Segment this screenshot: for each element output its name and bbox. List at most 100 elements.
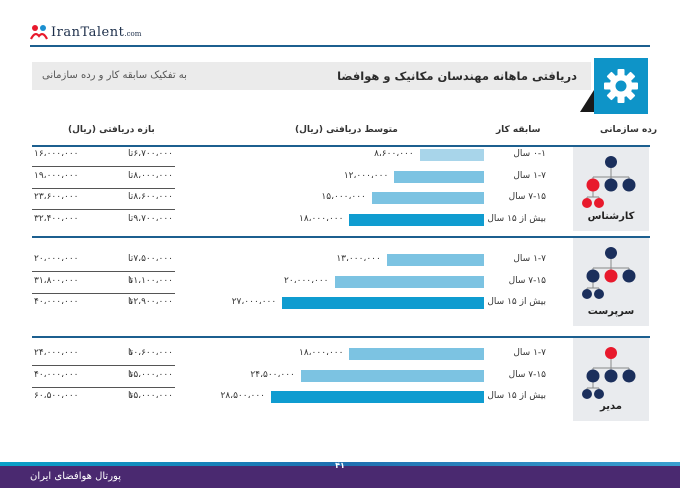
salary-range: ۴۰،۰۰۰،۰۰۰ تا ۱۵،۰۰۰،۰۰۰ bbox=[32, 370, 175, 384]
range-to: تا bbox=[128, 213, 134, 224]
range-max: ۳۱،۸۰۰،۰۰۰ bbox=[34, 275, 79, 286]
experience-label: بیش از ۱۵ سال bbox=[487, 391, 546, 401]
range-min: ۱۰،۶۰۰،۰۰۰ bbox=[128, 348, 173, 358]
range-to: تا bbox=[128, 254, 134, 264]
group-separator bbox=[32, 145, 650, 147]
experience-label: ۱-۷ سال bbox=[513, 170, 546, 181]
footer-stripe bbox=[0, 462, 680, 467]
range-max: ۴۰،۰۰۰،۰۰۰ bbox=[34, 297, 79, 307]
experience-label: ۷-۱۵ سال bbox=[508, 369, 546, 380]
title-bar: دریافتی ماهانه مهندسان مکانیک و هوافضا ب… bbox=[32, 62, 591, 90]
irantalent-logo[interactable]: IranTalent.com bbox=[30, 22, 141, 42]
range-min: ۸،۰۰۰،۰۰۰ bbox=[133, 170, 173, 181]
range-max: ۱۹،۰۰۰،۰۰۰ bbox=[34, 170, 79, 181]
range-min: ۶،۷۰۰،۰۰۰ bbox=[133, 149, 173, 159]
header-rule bbox=[30, 45, 650, 47]
column-header-range: بازه دریافتی (ریال) bbox=[68, 125, 155, 135]
range-max: ۱۶،۰۰۰،۰۰۰ bbox=[34, 149, 79, 159]
salary-range: ۲۳،۶۰۰،۰۰۰ تا ۸،۶۰۰،۰۰۰ bbox=[32, 192, 175, 206]
experience-label: بیش از ۱۵ سال bbox=[487, 213, 546, 224]
salary-bar bbox=[371, 192, 484, 204]
range-row-divider bbox=[32, 166, 175, 167]
group-separator bbox=[32, 236, 650, 238]
range-max: ۲۴،۰۰۰،۰۰۰ bbox=[34, 348, 79, 358]
range-max: ۴۰،۰۰۰،۰۰۰ bbox=[34, 369, 79, 380]
experience-label: ۱-۷ سال bbox=[513, 348, 546, 358]
salary-range: ۱۶،۰۰۰،۰۰۰ تا ۶،۷۰۰،۰۰۰ bbox=[32, 149, 175, 163]
salary-bar bbox=[419, 149, 484, 161]
experience-label: ۷-۱۵ سال bbox=[508, 275, 546, 286]
range-row-divider bbox=[32, 271, 175, 272]
footer: پورتال هوافضای ایران bbox=[0, 466, 680, 488]
brand-name: IranTalent.com bbox=[51, 24, 142, 40]
range-max: ۳۲،۴۰۰،۰۰۰ bbox=[34, 213, 79, 224]
salary-range: ۴۰،۰۰۰،۰۰۰ تا ۱۲،۹۰۰،۰۰۰ bbox=[32, 297, 175, 311]
bar-value-label: ۱۸،۰۰۰،۰۰۰ bbox=[298, 213, 344, 224]
level-tree bbox=[581, 346, 641, 400]
experience-label: ۱-۷ سال bbox=[513, 254, 546, 264]
brand-people-icon bbox=[30, 23, 48, 41]
salary-range: ۳۲،۴۰۰،۰۰۰ تا ۹،۷۰۰،۰۰۰ bbox=[32, 214, 175, 228]
level-name: مدیر bbox=[600, 401, 622, 412]
gear-badge bbox=[594, 58, 648, 114]
range-min: ۸،۶۰۰،۰۰۰ bbox=[133, 192, 173, 202]
range-to: تا bbox=[128, 391, 134, 401]
column-header-level: رده سازمانی bbox=[600, 125, 658, 135]
bar-value-label: ۱۵،۰۰۰،۰۰۰ bbox=[321, 192, 366, 202]
level-card: مدیر bbox=[573, 338, 649, 421]
range-row-divider bbox=[32, 187, 175, 189]
range-to: تا bbox=[128, 192, 134, 202]
column-header-average: متوسط دریافتی (ریال) bbox=[295, 125, 398, 135]
range-min: ۱۱،۱۰۰،۰۰۰ bbox=[128, 275, 173, 286]
range-min: ۷،۵۰۰،۰۰۰ bbox=[133, 254, 173, 264]
page-number: ۴۱ bbox=[335, 461, 345, 470]
salary-bar bbox=[300, 369, 484, 382]
range-max: ۲۰،۰۰۰،۰۰۰ bbox=[34, 254, 79, 264]
range-max: ۲۳،۶۰۰،۰۰۰ bbox=[34, 192, 79, 202]
level-card: سرپرست bbox=[573, 238, 649, 326]
range-to: تا bbox=[128, 297, 134, 307]
page-title: دریافتی ماهانه مهندسان مکانیک و هوافضا bbox=[337, 69, 577, 83]
range-row-divider bbox=[32, 209, 175, 210]
range-row-divider bbox=[32, 292, 175, 294]
range-to: تا bbox=[128, 275, 134, 286]
salary-bar bbox=[349, 213, 484, 226]
group-separator bbox=[32, 336, 650, 338]
level-name: سرپرست bbox=[587, 306, 635, 317]
experience-label: ۰-۱ سال bbox=[513, 149, 546, 159]
range-to: تا bbox=[128, 369, 134, 380]
salary-range: ۳۱،۸۰۰،۰۰۰ تا ۱۱،۱۰۰،۰۰۰ bbox=[32, 276, 175, 290]
salary-range: ۲۴،۰۰۰،۰۰۰ تا ۱۰،۶۰۰،۰۰۰ bbox=[32, 348, 175, 362]
level-name: کارشناس bbox=[587, 211, 635, 222]
title-corner-accent bbox=[580, 90, 594, 112]
range-to: تا bbox=[128, 170, 134, 181]
footer-portal-name: پورتال هوافضای ایران bbox=[30, 471, 121, 482]
salary-range: ۶۰،۵۰۰،۰۰۰ تا ۱۵،۰۰۰،۰۰۰ bbox=[32, 391, 175, 405]
org-chart-icon bbox=[582, 156, 636, 208]
bar-value-label: ۲۷،۰۰۰،۰۰۰ bbox=[231, 297, 277, 307]
range-min: ۱۲،۹۰۰،۰۰۰ bbox=[128, 297, 173, 307]
bar-value-label: ۱۸،۰۰۰،۰۰۰ bbox=[298, 348, 344, 358]
salary-bar bbox=[394, 170, 484, 183]
org-chart-icon bbox=[582, 247, 636, 299]
bar-value-label: ۲۴،۵۰۰،۰۰۰ bbox=[250, 369, 295, 380]
range-min: ۱۵،۰۰۰،۰۰۰ bbox=[128, 369, 173, 380]
bar-value-label: ۲۰،۰۰۰،۰۰۰ bbox=[284, 275, 329, 286]
salary-bar bbox=[271, 391, 484, 403]
level-tree bbox=[581, 155, 641, 209]
experience-label: بیش از ۱۵ سال bbox=[487, 297, 546, 307]
range-to: تا bbox=[128, 149, 134, 159]
salary-bar bbox=[386, 254, 484, 266]
bar-value-label: ۱۲،۰۰۰،۰۰۰ bbox=[343, 170, 389, 181]
gear-icon bbox=[604, 69, 638, 103]
bar-value-label: ۸،۶۰۰،۰۰۰ bbox=[374, 149, 414, 159]
salary-range: ۱۹،۰۰۰،۰۰۰ تا ۸،۰۰۰،۰۰۰ bbox=[32, 171, 175, 185]
salary-bar bbox=[334, 275, 484, 288]
level-tree bbox=[581, 246, 641, 300]
experience-label: ۷-۱۵ سال bbox=[508, 192, 546, 202]
range-min: ۹،۷۰۰،۰۰۰ bbox=[133, 213, 173, 224]
column-header-experience: سابقه کار bbox=[496, 125, 541, 135]
page-subtitle: به تفکیک سابقه کار و رده سازمانی bbox=[42, 70, 187, 81]
salary-bar bbox=[282, 297, 484, 309]
salary-range: ۲۰،۰۰۰،۰۰۰ تا ۷،۵۰۰،۰۰۰ bbox=[32, 254, 175, 268]
